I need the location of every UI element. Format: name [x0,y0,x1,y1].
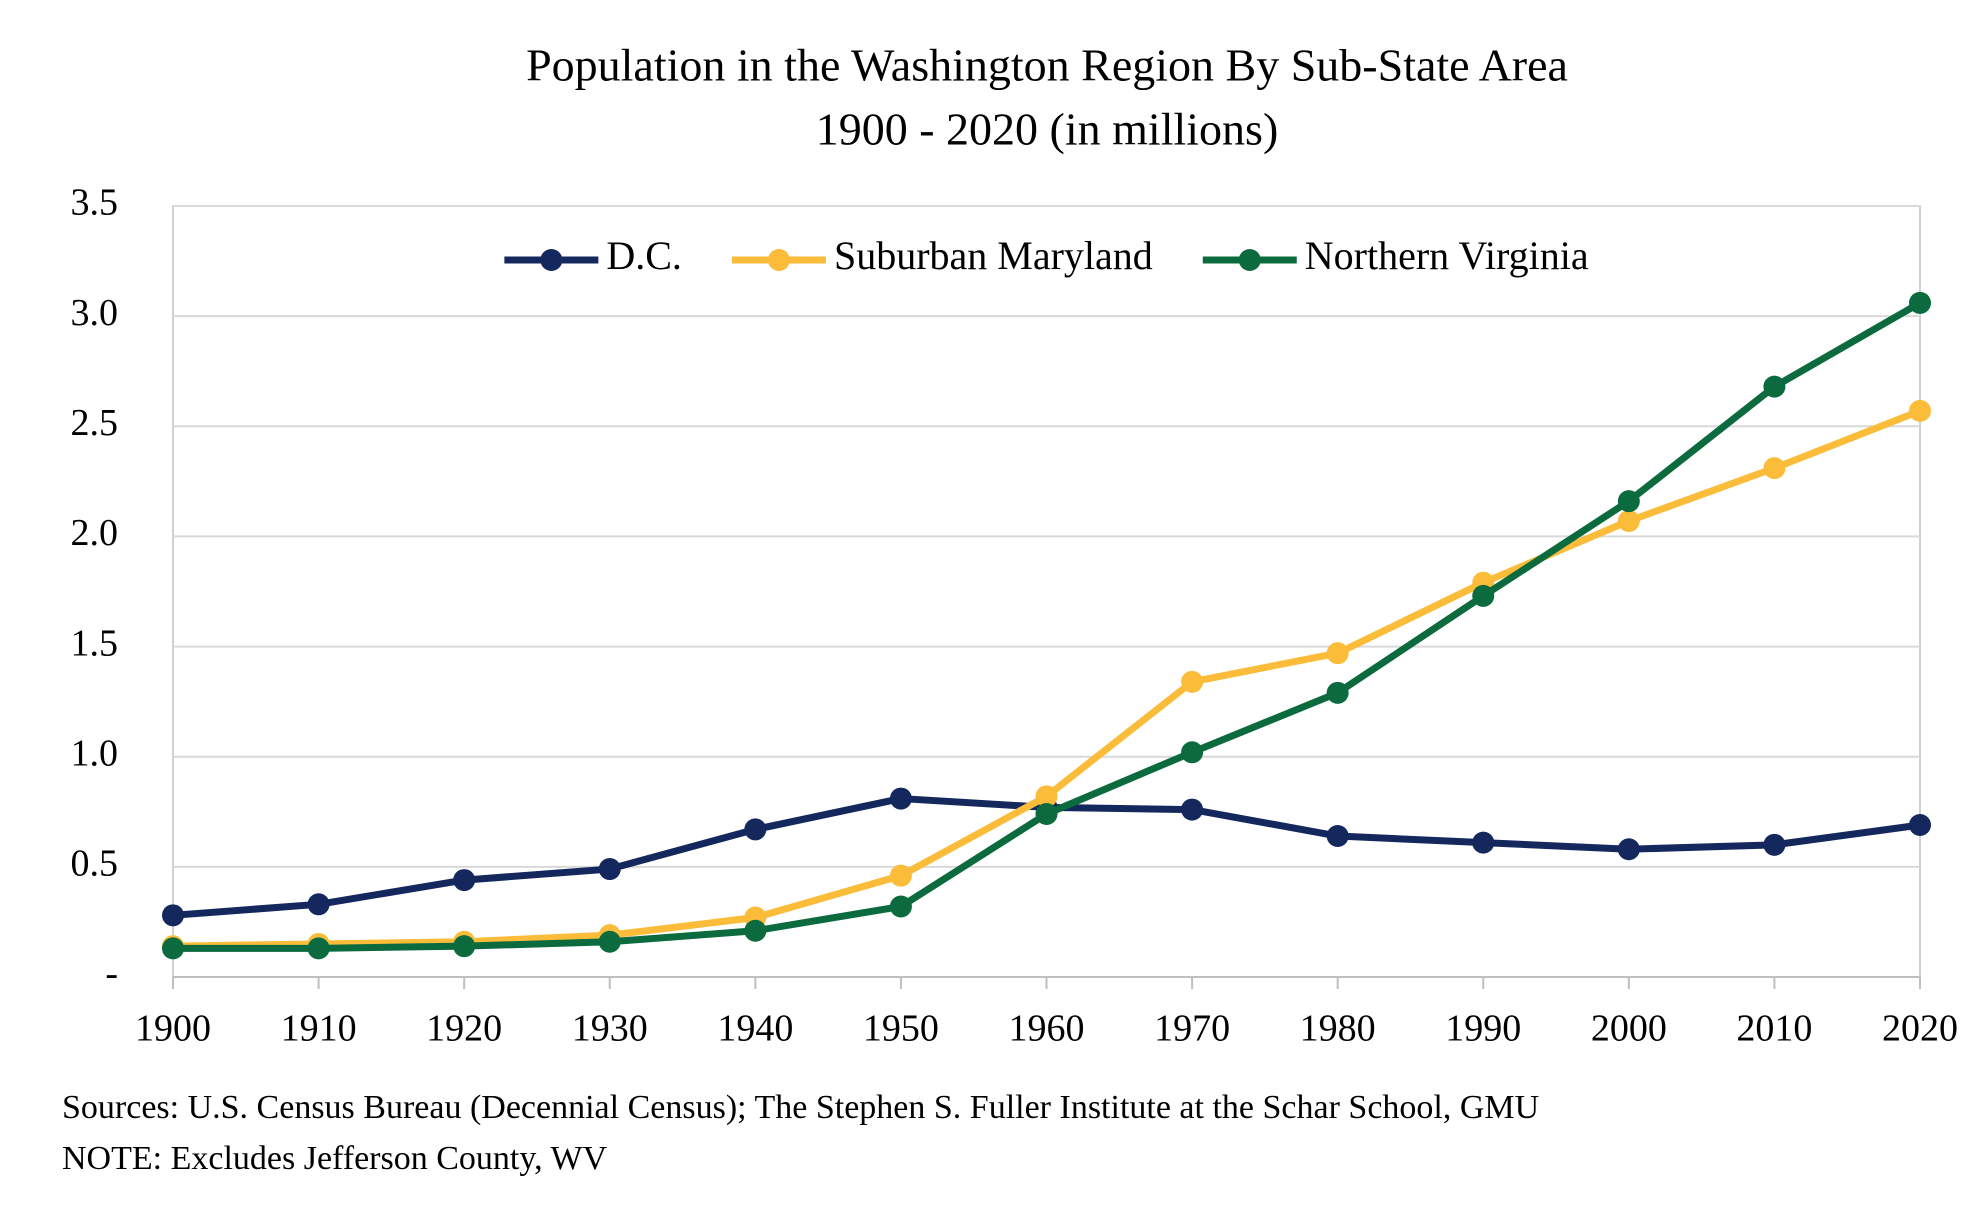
data-point [1617,510,1640,533]
legend-item: D.C. [504,233,682,278]
legend-label: D.C. [606,233,682,278]
data-point [1181,670,1204,693]
legend-label: Suburban Maryland [834,233,1153,278]
data-point [1909,291,1931,314]
data-point [1035,802,1058,825]
data-point [1617,838,1640,861]
legend-marker [540,249,563,271]
data-point [1617,490,1640,513]
x-tick-label: 1940 [717,1008,793,1050]
x-tick-label: 1990 [1445,1008,1521,1050]
data-point [598,930,621,953]
legend-item: Suburban Maryland [731,233,1153,278]
chart-subtitle: 1900 - 2020 (in millions) [816,104,1279,155]
plot-frame [172,205,1921,978]
data-point [1909,814,1931,837]
exclusion-note: NOTE: Excludes Jefferson County, WV [62,1140,608,1177]
data-point [598,858,621,881]
y-tick-label: 1.5 [71,622,119,664]
legend-item: Northern Virginia [1202,233,1589,278]
sources-note: Sources: U.S. Census Bureau (Decennial C… [62,1089,1539,1126]
x-tick-label: 1950 [863,1008,939,1050]
data-point [1909,399,1931,422]
x-tick-label: 1960 [1009,1008,1085,1050]
data-point [162,904,184,927]
legend-label: Northern Virginia [1305,233,1589,278]
data-point [889,864,912,887]
x-tick-label: 2000 [1591,1008,1667,1050]
x-tick-label: 1910 [281,1008,357,1050]
data-point [1472,831,1495,854]
data-point [453,869,476,892]
data-point [162,937,184,960]
x-tick-label: 1920 [426,1008,502,1050]
data-point [1181,798,1204,821]
y-tick-label: - [105,953,118,995]
data-point [1472,584,1495,607]
y-tick-label: 3.0 [71,292,119,334]
data-point [889,895,912,918]
y-tick-label: 2.0 [71,512,119,554]
data-point [453,935,476,958]
data-point [1326,825,1349,848]
data-point [1763,457,1786,480]
chart-title: Population in the Washington Region By S… [526,40,1568,91]
x-tick-label: 2010 [1736,1008,1812,1050]
x-tick-label: 1930 [572,1008,648,1050]
y-tick-label: 3.5 [71,182,119,224]
data-point [744,919,767,942]
data-point [307,893,330,916]
y-tick-label: 1.0 [71,732,119,774]
data-point [1326,642,1349,665]
data-point [1763,833,1786,856]
x-tick-label: 2020 [1882,1008,1958,1050]
x-tick-label: 1900 [135,1008,211,1050]
data-point [307,937,330,960]
legend-marker [767,249,790,271]
y-tick-label: 0.5 [71,843,119,885]
data-point [1763,375,1786,398]
y-tick-label: 2.5 [71,402,119,444]
x-tick-label: 1980 [1300,1008,1376,1050]
data-point [889,787,912,810]
data-point [1181,741,1204,764]
data-point [1035,785,1058,808]
legend-marker [1238,249,1261,271]
data-point [1326,681,1349,704]
x-tick-label: 1970 [1154,1008,1230,1050]
data-point [744,818,767,841]
